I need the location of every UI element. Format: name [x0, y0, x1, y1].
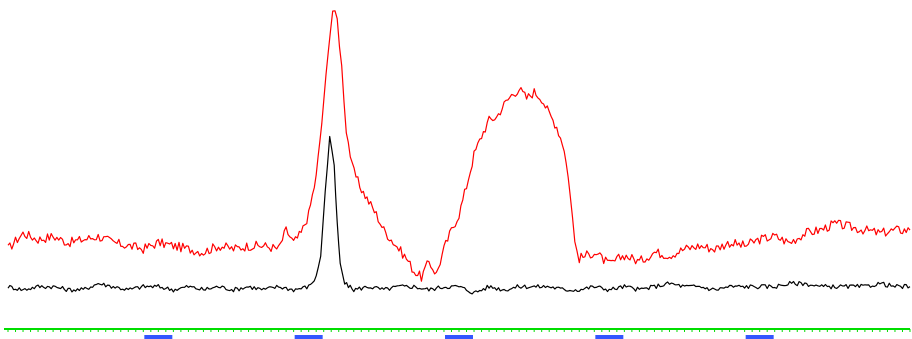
- x-tick-mark: [294, 335, 323, 339]
- x-tick-mark: [445, 335, 473, 339]
- black-trace: [7, 135, 911, 295]
- red-trace: [7, 10, 911, 282]
- x-axis: [4, 328, 911, 339]
- x-tick-mark: [144, 335, 173, 339]
- x-tick-mark: [595, 335, 624, 339]
- x-tick-mark: [745, 335, 774, 339]
- traces: [7, 10, 911, 295]
